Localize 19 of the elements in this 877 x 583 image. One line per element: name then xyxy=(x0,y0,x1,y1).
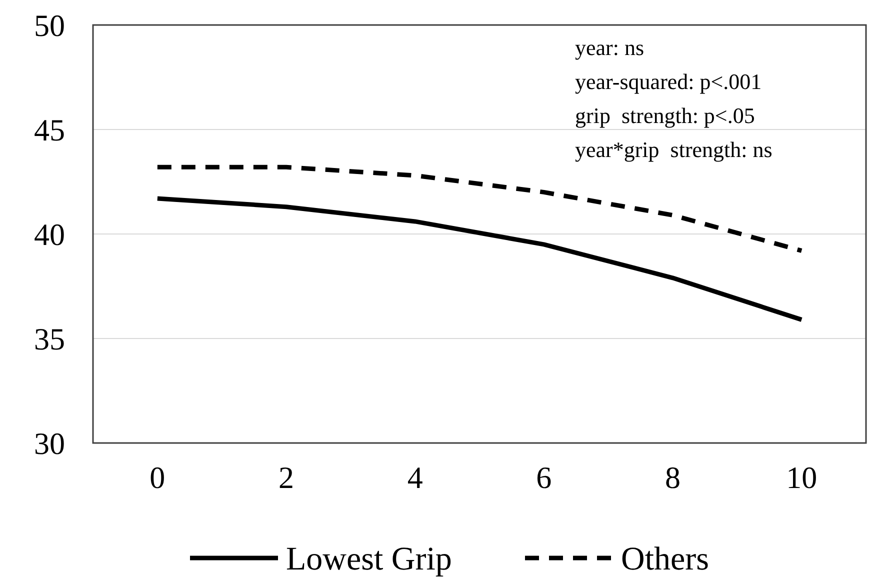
annotation: year: ns xyxy=(575,35,644,60)
x-tick-label: 10 xyxy=(786,460,818,495)
legend-label: Lowest Grip xyxy=(286,542,452,578)
y-tick-label: 30 xyxy=(34,426,65,461)
line-series xyxy=(155,164,804,253)
y-tick-label: 35 xyxy=(34,321,65,356)
line-series xyxy=(155,196,804,322)
annotation: year-squared: p<.001 xyxy=(575,69,762,94)
x-tick-label: 2 xyxy=(278,460,294,495)
x-tick-label: 0 xyxy=(150,460,166,495)
x-tick-label: 4 xyxy=(407,460,424,495)
annotation: grip strength: p<.05 xyxy=(575,103,755,128)
annotation: year*grip strength: ns xyxy=(575,137,772,162)
y-tick-label: 45 xyxy=(34,112,65,148)
y-tick-label: 40 xyxy=(34,216,65,252)
y-tick-label: 50 xyxy=(34,8,65,43)
legend-label: Others xyxy=(621,542,709,578)
x-tick-label: 8 xyxy=(665,460,680,495)
x-tick-label: 6 xyxy=(536,460,552,495)
